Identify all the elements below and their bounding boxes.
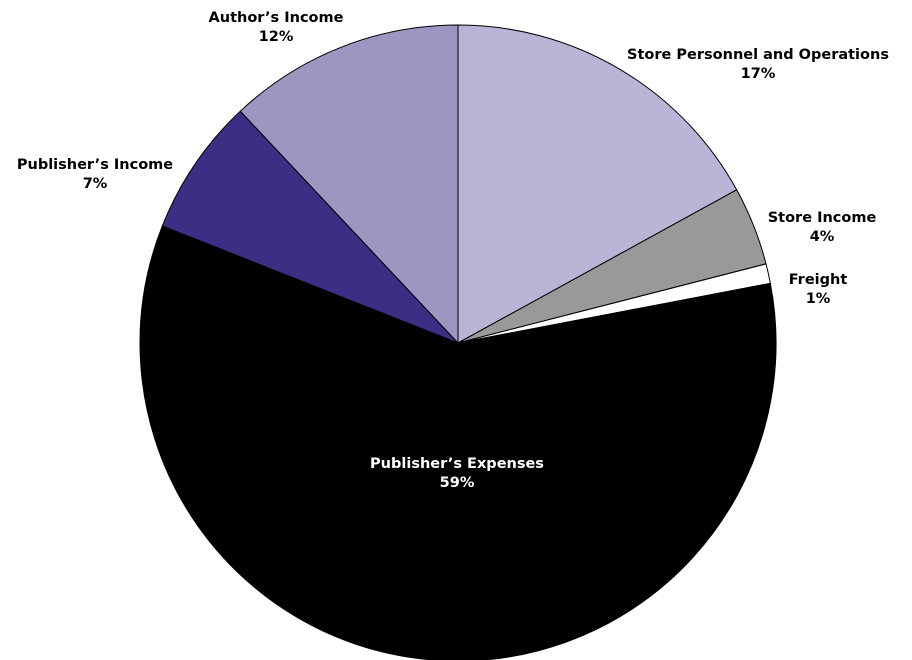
- slice-label-author-s-income: Author’s Income 12%: [209, 10, 344, 45]
- slice-label-store-personnel-and-operations: Store Personnel and Operations 17%: [627, 47, 889, 82]
- slice-label-name: Publisher’s Income: [17, 157, 173, 173]
- slice-label-name: Publisher’s Expenses: [370, 456, 544, 472]
- slice-label-publisher-s-expenses: Publisher’s Expenses 59%: [370, 456, 544, 491]
- slice-label-store-income: Store Income 4%: [768, 210, 877, 245]
- pie-labels: Store Personnel and Operations 17% Store I…: [17, 10, 889, 491]
- pie-slice-publisher-s-income: [161, 110, 459, 344]
- slice-label-name: Store Income: [768, 210, 877, 226]
- slice-label-percent: 4%: [810, 229, 835, 245]
- slice-label-freight: Freight 1%: [789, 272, 848, 307]
- pie-slices: [139, 24, 777, 660]
- pie-slice-author-s-income: [239, 24, 459, 344]
- slice-label-percent: 12%: [259, 29, 294, 45]
- slice-label-name: Author’s Income: [209, 10, 344, 26]
- slice-label-publisher-s-income: Publisher’s Income 7%: [17, 157, 173, 192]
- slice-label-percent: 17%: [741, 66, 776, 82]
- slice-label-name: Store Personnel and Operations: [627, 47, 889, 63]
- slice-label-percent: 7%: [83, 176, 108, 192]
- slice-label-name: Freight: [789, 272, 848, 288]
- slice-label-percent: 1%: [806, 291, 831, 307]
- slice-label-percent: 59%: [440, 475, 475, 491]
- pie-slice-store-personnel-and-operations: [457, 24, 738, 344]
